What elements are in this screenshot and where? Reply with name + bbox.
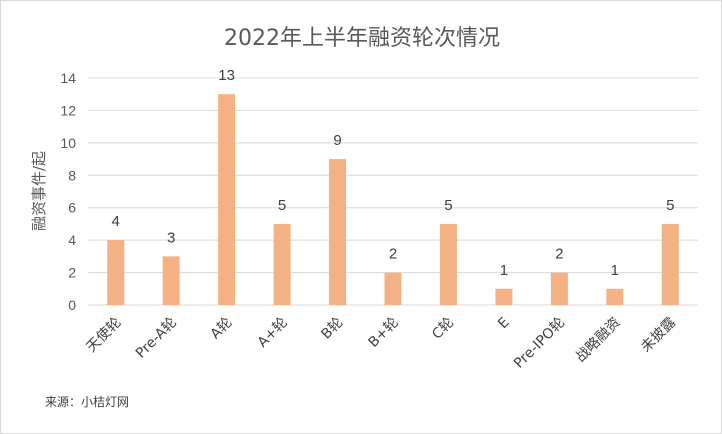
data-label: 4 [112,213,120,230]
category-label: 战略融资 [573,315,624,366]
data-label: 13 [218,67,235,84]
y-tick-label: 12 [60,102,76,118]
data-label: 1 [500,262,508,279]
bar [550,272,568,305]
category-label: Pre-IPO轮 [511,315,568,372]
y-tick-label: 10 [60,135,76,151]
category-label: B+轮 [366,315,402,351]
bars [107,94,679,305]
bar [661,223,679,305]
bar [107,240,125,305]
category-label: A+轮 [255,315,291,351]
category-label: 天使轮 [83,314,125,356]
category-label: C轮 [429,315,457,343]
chart-title: 2022年上半年融资轮次情况 [224,26,500,51]
bar [329,159,347,305]
data-label: 1 [611,262,619,279]
bar [218,94,236,305]
data-label: 2 [555,246,563,263]
bar [384,272,402,305]
bar [439,223,457,305]
y-tick-label: 6 [68,200,76,216]
category-label: 未披露 [638,315,679,356]
data-label: 5 [444,197,452,214]
y-tick-label: 0 [68,297,76,313]
data-label: 3 [167,229,175,246]
category-label: B轮 [318,315,346,343]
y-tick-label: 14 [60,70,76,86]
data-label: 5 [666,197,674,214]
y-tick-label: 8 [68,167,76,183]
category-label: A轮 [207,315,235,343]
category-label: E [495,315,513,333]
y-axis-ticks: 0 2 4 6 8 10 12 14 [60,70,76,313]
bar [273,223,291,305]
gridlines [88,77,698,306]
data-label: 9 [333,132,341,149]
data-labels: 4 3 13 5 9 2 5 1 2 1 5 [112,67,675,279]
bar [162,256,180,305]
y-tick-label: 4 [68,232,76,248]
data-label: 5 [278,197,286,214]
y-axis-label: 融资事件/起 [30,151,48,231]
category-label: Pre-A轮 [133,315,180,362]
data-label: 2 [389,246,397,263]
source-note: 来源：小桔灯网 [45,395,129,409]
bar [606,288,624,305]
y-tick-label: 2 [68,265,76,281]
bar [495,288,513,305]
